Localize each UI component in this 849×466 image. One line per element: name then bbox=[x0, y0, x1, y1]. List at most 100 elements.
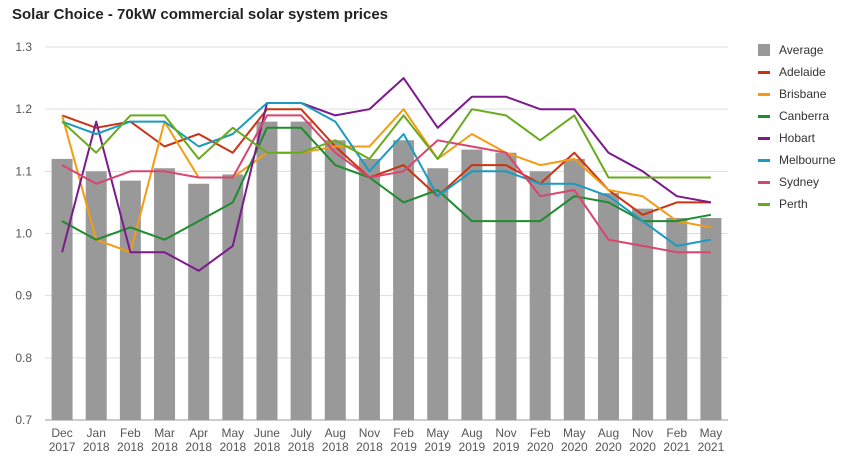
x-tick-label-month: Feb bbox=[393, 426, 414, 440]
legend-item-brisbane: Brisbane bbox=[758, 83, 836, 105]
y-tick-label: 1.0 bbox=[15, 227, 32, 241]
bar-average bbox=[222, 174, 244, 420]
y-axis: 1.3 1.2 1.1 1.0 0.9 0.8 0.7 bbox=[15, 40, 32, 427]
x-tick-label-year: 2020 bbox=[561, 440, 588, 454]
x-tick-label-month: Nov bbox=[632, 426, 653, 440]
legend-swatch bbox=[758, 70, 770, 74]
legend-swatch bbox=[758, 202, 770, 206]
legend-item-melbourne: Melbourne bbox=[758, 149, 836, 171]
legend-swatch bbox=[758, 180, 770, 184]
y-tick-label: 0.8 bbox=[15, 351, 32, 365]
legend-label: Hobart bbox=[779, 131, 816, 145]
legend-label: Melbourne bbox=[779, 153, 836, 167]
x-tick-label-year: 2018 bbox=[83, 440, 110, 454]
legend-swatch bbox=[758, 44, 770, 56]
line-series-perth bbox=[61, 108, 711, 179]
legend-swatch bbox=[758, 92, 770, 96]
bar-average bbox=[290, 121, 312, 420]
bar-average bbox=[51, 158, 73, 420]
legend-item-hobart: Hobart bbox=[758, 127, 836, 149]
x-tick-label-month: Mar bbox=[154, 426, 175, 440]
bar-average bbox=[256, 121, 278, 420]
line-series-group bbox=[61, 77, 712, 272]
y-tick-label: 1.1 bbox=[15, 164, 32, 178]
x-tick-label-month: Apr bbox=[189, 426, 208, 440]
legend-swatch bbox=[758, 114, 770, 118]
legend-label: Average bbox=[779, 43, 824, 57]
x-tick-label-year: 2021 bbox=[663, 440, 690, 454]
x-tick-label-year: 2018 bbox=[254, 440, 281, 454]
bar-series-average bbox=[51, 121, 722, 420]
y-tick-label: 0.9 bbox=[15, 289, 32, 303]
legend-label: Sydney bbox=[779, 175, 820, 189]
x-tick-label-year: 2018 bbox=[356, 440, 383, 454]
chart-title: Solar Choice - 70kW commercial solar sys… bbox=[12, 6, 389, 23]
bar-average bbox=[119, 180, 141, 420]
x-tick-label-year: 2018 bbox=[219, 440, 246, 454]
bar-average bbox=[666, 217, 688, 420]
legend-label: Adelaide bbox=[779, 65, 826, 79]
bar-average bbox=[324, 140, 346, 420]
x-tick-label-year: 2019 bbox=[424, 440, 451, 454]
bar-average bbox=[529, 171, 551, 420]
x-tick-label-month: Feb bbox=[666, 426, 687, 440]
x-tick-label-year: 2018 bbox=[151, 440, 178, 454]
x-tick-label-month: June bbox=[254, 426, 280, 440]
bar-average bbox=[700, 217, 722, 420]
line-series-brisbane bbox=[61, 108, 712, 254]
legend-item-perth: Perth bbox=[758, 193, 836, 215]
x-tick-label-year: 2017 bbox=[49, 440, 76, 454]
x-tick-label-month: Aug bbox=[598, 426, 619, 440]
y-tick-label: 1.3 bbox=[15, 40, 32, 54]
bar-average bbox=[188, 183, 210, 420]
x-tick-label-year: 2018 bbox=[288, 440, 315, 454]
legend-label: Perth bbox=[779, 197, 808, 211]
line-series-hobart bbox=[61, 77, 712, 272]
x-tick-label-month: July bbox=[290, 426, 311, 440]
legend-swatch bbox=[758, 158, 770, 162]
bar-average bbox=[393, 140, 415, 420]
bar-average bbox=[85, 171, 107, 420]
x-tick-label-month: Dec bbox=[51, 426, 72, 440]
legend-label: Canberra bbox=[779, 109, 830, 123]
x-axis: Dec2017Jan2018Feb2018Mar2018Apr2018May20… bbox=[49, 426, 725, 454]
x-tick-label-month: Nov bbox=[495, 426, 516, 440]
x-tick-label-year: 2018 bbox=[322, 440, 349, 454]
x-tick-label-year: 2020 bbox=[595, 440, 622, 454]
x-tick-label-month: May bbox=[563, 426, 586, 440]
legend-item-adelaide: Adelaide bbox=[758, 61, 836, 83]
legend-label: Brisbane bbox=[779, 87, 827, 101]
x-tick-label-year: 2020 bbox=[629, 440, 656, 454]
x-tick-label-year: 2021 bbox=[698, 440, 725, 454]
legend-item-average: Average bbox=[758, 39, 836, 61]
x-tick-label-month: Jan bbox=[87, 426, 106, 440]
x-tick-label-month: May bbox=[700, 426, 723, 440]
bar-average bbox=[461, 149, 483, 420]
x-tick-label-month: Feb bbox=[120, 426, 141, 440]
x-tick-label-year: 2019 bbox=[390, 440, 417, 454]
line-series-canberra bbox=[61, 126, 712, 241]
y-tick-label: 0.7 bbox=[15, 413, 32, 427]
bar-average bbox=[427, 168, 449, 420]
bar-average bbox=[154, 168, 176, 420]
x-tick-label-year: 2019 bbox=[459, 440, 486, 454]
bar-average bbox=[563, 158, 585, 420]
legend-item-canberra: Canberra bbox=[758, 105, 836, 127]
line-series-sydney bbox=[61, 114, 711, 254]
line-series-melbourne bbox=[61, 102, 712, 247]
legend: Average Adelaide Brisbane Canberra Hobart Mel… bbox=[758, 39, 836, 215]
bar-average bbox=[632, 208, 654, 420]
bar-average bbox=[597, 193, 619, 420]
x-tick-label-month: May bbox=[221, 426, 244, 440]
x-tick-label-month: Aug bbox=[325, 426, 346, 440]
y-tick-label: 1.2 bbox=[15, 102, 32, 116]
bar-average bbox=[495, 152, 517, 420]
x-tick-label-month: Nov bbox=[359, 426, 380, 440]
x-tick-label-year: 2018 bbox=[185, 440, 212, 454]
legend-item-sydney: Sydney bbox=[758, 171, 836, 193]
x-tick-label-year: 2020 bbox=[527, 440, 554, 454]
x-tick-label-year: 2018 bbox=[117, 440, 144, 454]
legend-swatch bbox=[758, 136, 770, 140]
x-tick-label-month: Feb bbox=[530, 426, 551, 440]
